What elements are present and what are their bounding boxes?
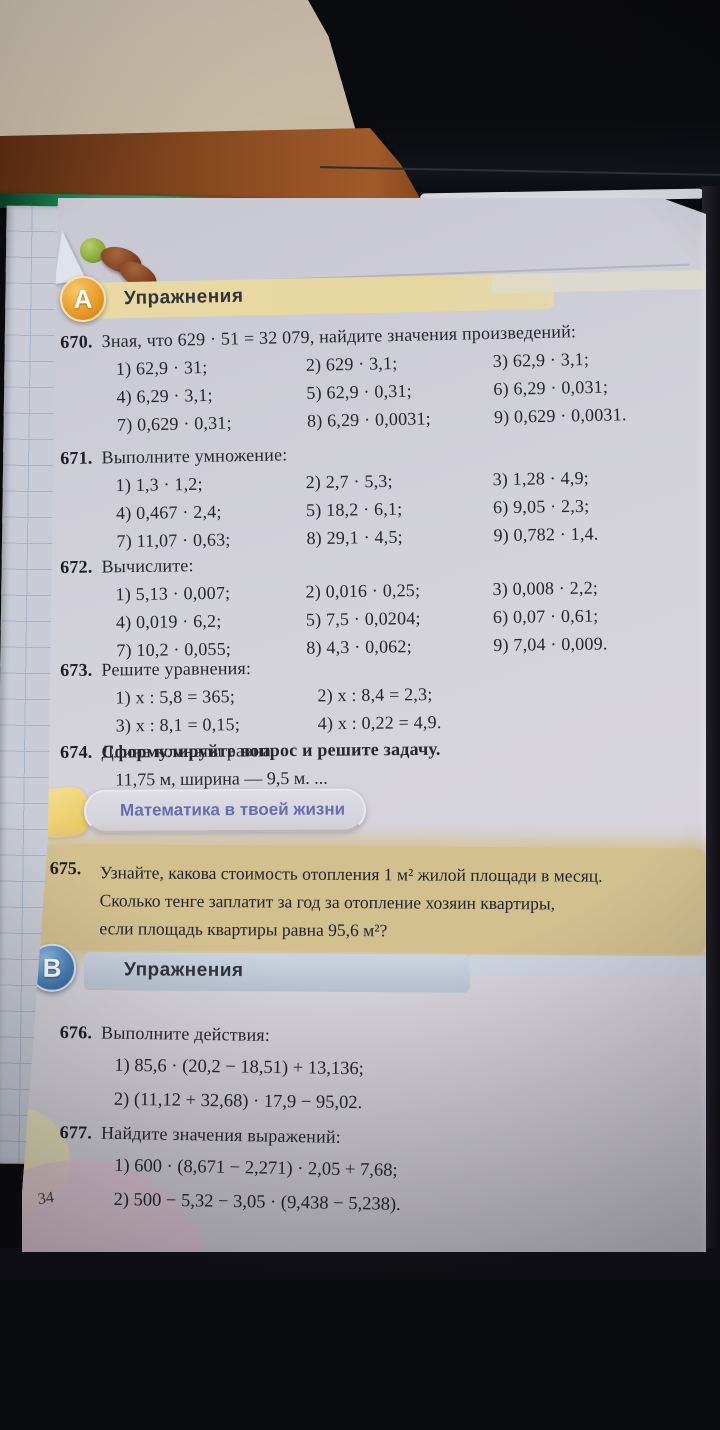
problem-title: Выполните действия: [100, 1022, 271, 1045]
life-capsule: Математика в твоей жизни [83, 788, 367, 833]
life-section-header: Математика в твоей жизни [22, 783, 706, 841]
problem-item: 3) 62,9 · 3,1; [492, 348, 590, 371]
problem-item: 4) 0,467 · 2,4; [115, 501, 222, 524]
problem-item: 1) 5,13 · 0,007; [115, 582, 231, 605]
problem-item: 1) x : 5,8 = 365; [115, 686, 236, 708]
table-shadow [0, 1248, 720, 1280]
problem-number: 677. [59, 1121, 93, 1143]
problem-item: 1) 62,9 · 31; [115, 356, 208, 379]
problem-item: 2) 0,016 · 0,25; [305, 580, 421, 602]
problem-676: 676. Выполните действия: 1) 85,6 · (20,2 … [22, 1017, 706, 1113]
problem-text: Узнайте, какова стоимость отопления 1 м²… [99, 862, 603, 886]
problem-text: Сколько тенге заплатит за год за отоплен… [99, 890, 556, 914]
section-b-band-extension [468, 954, 706, 977]
section-a-title: Упражнения [123, 285, 244, 310]
problem-item: 1) 1,3 · 1,2; [115, 473, 203, 496]
problem-item: 2) 629 · 3,1; [305, 352, 398, 375]
wall [0, 0, 362, 152]
section-b-badge-letter: В [42, 952, 62, 983]
problem-item: 4) 0,019 · 6,2; [115, 610, 222, 633]
page-number: 34 [36, 1188, 56, 1209]
problem-item: 5) 18,2 · 6,1; [305, 498, 403, 521]
photo-scene: А Упражнения 670. Зная, что 629 · 51 = 32… [0, 0, 720, 1280]
problem-item: 2) (11,12 + 32,68) · 17,9 − 95,02. [113, 1089, 363, 1114]
section-b-title: Упражнения [123, 959, 244, 982]
problem-item: 3) 1,28 · 4,9; [492, 467, 590, 490]
section-a-badge-letter: А [73, 283, 93, 314]
problem-item: 6) 6,29 · 0,031; [493, 376, 609, 399]
problem-number: 673. [60, 659, 93, 681]
problem-item: 6) 0,07 · 0,61; [492, 605, 599, 627]
section-a-band-extension [491, 269, 706, 294]
problem-items: 1) 62,9 · 31; 2) 629 · 3,1; 3) 62,9 · 3,… [116, 343, 704, 439]
problem-title: Решите уравнения: [101, 658, 252, 680]
problem-item: 2) 2,7 · 5,3; [305, 470, 393, 493]
problem-number: 674. [60, 741, 93, 763]
book-cover [702, 186, 720, 1280]
problem-title: Найдите значения выражений: [100, 1122, 342, 1147]
section-b-header: В Упражнения [22, 943, 706, 1004]
problem-675: 675. Узнайте, какова стоимость отопления… [22, 843, 706, 955]
problem-number: 672. [60, 556, 93, 578]
problem-item: 5) 7,5 · 0,0204; [305, 607, 421, 630]
problem-item: 3) 0,008 · 2,2; [492, 577, 599, 599]
problem-number: 670. [60, 331, 93, 353]
problem-item: 8) 6,29 · 0,0031; [306, 408, 432, 431]
problem-number: 675. [49, 857, 82, 879]
problem-text: если площадь квартиры равна 95,6 м²? [99, 918, 388, 941]
problem-title: Выполните умножение: [101, 444, 288, 468]
life-title: Математика в твоей жизни [119, 799, 346, 820]
problem-item: 2) x : 8,4 = 2,3; [317, 684, 433, 706]
problem-item: 4) 6,29 · 3,1; [116, 384, 213, 407]
textbook-page: А Упражнения 670. Зная, что 629 · 51 = 32… [22, 198, 706, 1252]
problem-item: 5) 62,9 · 0,31; [306, 380, 413, 403]
problem-item: 7) 0,629 · 0,31; [116, 412, 232, 435]
problem-item: 6) 9,05 · 2,3; [492, 495, 590, 518]
problem-text: Длина комнаты равна [101, 740, 271, 762]
problem-number: 671. [60, 447, 93, 469]
problem-item: 9) 0,629 · 0,0031. [493, 404, 627, 427]
problem-items: 1) 1,3 · 1,2; 2) 2,7 · 5,3; 3) 1,28 · 4,… [115, 462, 702, 555]
problem-items: 1) x : 5,8 = 365; 2) x : 8,4 = 2,3; 3) x… [115, 677, 702, 739]
problem-item: 3) x : 8,1 = 0,15; [115, 714, 241, 736]
problem-number: 676. [59, 1021, 93, 1043]
problem-title: Вычислите: [101, 555, 194, 577]
